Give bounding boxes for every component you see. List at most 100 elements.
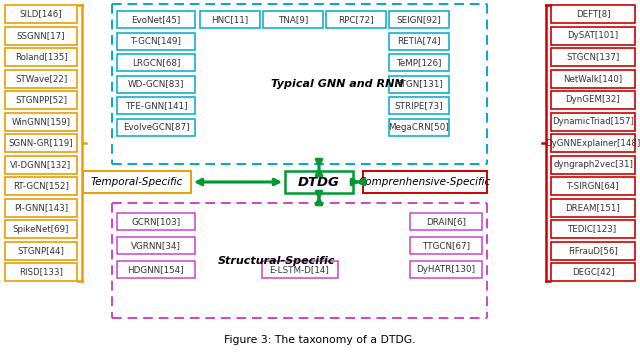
Text: SSGNN[17]: SSGNN[17] bbox=[17, 31, 65, 40]
Text: TeMP[126]: TeMP[126] bbox=[396, 58, 442, 67]
FancyBboxPatch shape bbox=[5, 263, 77, 281]
Text: STGNP[44]: STGNP[44] bbox=[17, 246, 65, 255]
FancyBboxPatch shape bbox=[5, 26, 77, 44]
Text: STGNPP[52]: STGNPP[52] bbox=[15, 96, 67, 104]
Text: DEGC[42]: DEGC[42] bbox=[572, 268, 614, 276]
Text: EvolveGCN[87]: EvolveGCN[87] bbox=[123, 122, 189, 132]
FancyBboxPatch shape bbox=[263, 11, 323, 28]
Text: MegaCRN[50]: MegaCRN[50] bbox=[388, 122, 449, 132]
Text: NetWalk[140]: NetWalk[140] bbox=[563, 74, 623, 83]
FancyBboxPatch shape bbox=[117, 97, 195, 114]
Text: Roland[135]: Roland[135] bbox=[15, 53, 67, 61]
Text: PI-GNN[143]: PI-GNN[143] bbox=[14, 203, 68, 212]
FancyBboxPatch shape bbox=[83, 171, 191, 193]
Text: Figure 3: The taxonomy of a DTDG.: Figure 3: The taxonomy of a DTDG. bbox=[224, 335, 416, 345]
Text: TEDIC[123]: TEDIC[123] bbox=[568, 225, 618, 233]
FancyBboxPatch shape bbox=[117, 213, 195, 230]
FancyBboxPatch shape bbox=[410, 261, 482, 278]
Text: HNC[11]: HNC[11] bbox=[211, 15, 248, 24]
FancyBboxPatch shape bbox=[117, 119, 195, 136]
Text: SEIGN[92]: SEIGN[92] bbox=[397, 15, 442, 24]
FancyBboxPatch shape bbox=[5, 91, 77, 109]
Text: Structural-Specific: Structural-Specific bbox=[218, 256, 336, 265]
FancyBboxPatch shape bbox=[551, 91, 635, 109]
FancyBboxPatch shape bbox=[363, 171, 487, 193]
FancyBboxPatch shape bbox=[551, 48, 635, 66]
FancyBboxPatch shape bbox=[410, 237, 482, 254]
FancyBboxPatch shape bbox=[389, 32, 449, 49]
Text: DEFT[8]: DEFT[8] bbox=[576, 10, 611, 18]
Text: SILD[146]: SILD[146] bbox=[20, 10, 62, 18]
Text: Temporal-Specific: Temporal-Specific bbox=[91, 177, 183, 187]
Text: dyngraph2vec[31]: dyngraph2vec[31] bbox=[553, 160, 633, 169]
Text: DySAT[101]: DySAT[101] bbox=[568, 31, 619, 40]
Text: GCRN[103]: GCRN[103] bbox=[131, 217, 180, 226]
FancyBboxPatch shape bbox=[117, 11, 195, 28]
Text: FiFrauD[56]: FiFrauD[56] bbox=[568, 246, 618, 255]
FancyBboxPatch shape bbox=[285, 171, 353, 193]
Text: Comprenhensive-Specific: Comprenhensive-Specific bbox=[359, 177, 491, 187]
Text: RISD[133]: RISD[133] bbox=[19, 268, 63, 276]
FancyBboxPatch shape bbox=[117, 76, 195, 92]
Text: HDGNN[154]: HDGNN[154] bbox=[127, 265, 184, 274]
Text: RT-GCN[152]: RT-GCN[152] bbox=[13, 181, 69, 191]
FancyBboxPatch shape bbox=[551, 177, 635, 195]
Text: DREAM[151]: DREAM[151] bbox=[566, 203, 620, 212]
FancyBboxPatch shape bbox=[389, 76, 449, 92]
FancyBboxPatch shape bbox=[5, 220, 77, 238]
Text: DyHATR[130]: DyHATR[130] bbox=[417, 265, 476, 274]
Text: HTGN[131]: HTGN[131] bbox=[395, 79, 444, 89]
Text: WinGNN[159]: WinGNN[159] bbox=[12, 117, 70, 126]
Text: TNA[9]: TNA[9] bbox=[278, 15, 308, 24]
Text: RETIA[74]: RETIA[74] bbox=[397, 36, 441, 46]
Text: RPC[72]: RPC[72] bbox=[338, 15, 374, 24]
FancyBboxPatch shape bbox=[117, 54, 195, 71]
Text: DynamicTriad[157]: DynamicTriad[157] bbox=[552, 117, 634, 126]
FancyBboxPatch shape bbox=[551, 198, 635, 216]
Text: STRIPE[73]: STRIPE[73] bbox=[395, 101, 444, 110]
FancyBboxPatch shape bbox=[389, 97, 449, 114]
FancyBboxPatch shape bbox=[5, 113, 77, 131]
Text: T-SIRGN[64]: T-SIRGN[64] bbox=[566, 181, 620, 191]
Text: DRAIN[6]: DRAIN[6] bbox=[426, 217, 466, 226]
FancyBboxPatch shape bbox=[551, 113, 635, 131]
Text: EvoNet[45]: EvoNet[45] bbox=[131, 15, 180, 24]
Text: VI-DGNN[132]: VI-DGNN[132] bbox=[10, 160, 72, 169]
FancyBboxPatch shape bbox=[262, 261, 337, 278]
FancyBboxPatch shape bbox=[200, 11, 260, 28]
FancyBboxPatch shape bbox=[551, 70, 635, 88]
FancyBboxPatch shape bbox=[551, 134, 635, 152]
FancyBboxPatch shape bbox=[5, 177, 77, 195]
FancyBboxPatch shape bbox=[5, 5, 77, 23]
Text: STGCN[137]: STGCN[137] bbox=[566, 53, 620, 61]
Text: DyGNNExplainer[148]: DyGNNExplainer[148] bbox=[545, 138, 640, 148]
FancyBboxPatch shape bbox=[117, 32, 195, 49]
Text: DTDG: DTDG bbox=[298, 175, 340, 189]
Text: STWave[22]: STWave[22] bbox=[15, 74, 67, 83]
FancyBboxPatch shape bbox=[5, 198, 77, 216]
FancyBboxPatch shape bbox=[551, 156, 635, 174]
FancyBboxPatch shape bbox=[326, 11, 386, 28]
FancyBboxPatch shape bbox=[551, 220, 635, 238]
FancyBboxPatch shape bbox=[389, 54, 449, 71]
Text: Typical GNN and RNN: Typical GNN and RNN bbox=[271, 79, 403, 89]
Text: VGRNN[34]: VGRNN[34] bbox=[131, 241, 181, 250]
FancyBboxPatch shape bbox=[117, 237, 195, 254]
Text: T-GCN[149]: T-GCN[149] bbox=[131, 36, 182, 46]
Text: LRGCN[68]: LRGCN[68] bbox=[132, 58, 180, 67]
Text: WD-GCN[83]: WD-GCN[83] bbox=[128, 79, 184, 89]
Text: E-LSTM-D[14]: E-LSTM-D[14] bbox=[269, 265, 330, 274]
FancyBboxPatch shape bbox=[5, 48, 77, 66]
FancyBboxPatch shape bbox=[410, 213, 482, 230]
FancyBboxPatch shape bbox=[389, 119, 449, 136]
Text: SGNN-GR[119]: SGNN-GR[119] bbox=[9, 138, 74, 148]
FancyBboxPatch shape bbox=[389, 11, 449, 28]
FancyBboxPatch shape bbox=[551, 26, 635, 44]
FancyBboxPatch shape bbox=[5, 70, 77, 88]
FancyBboxPatch shape bbox=[551, 241, 635, 259]
FancyBboxPatch shape bbox=[551, 263, 635, 281]
Text: TTGCN[67]: TTGCN[67] bbox=[422, 241, 470, 250]
Text: SpikeNet[69]: SpikeNet[69] bbox=[13, 225, 69, 233]
FancyBboxPatch shape bbox=[5, 156, 77, 174]
FancyBboxPatch shape bbox=[551, 5, 635, 23]
